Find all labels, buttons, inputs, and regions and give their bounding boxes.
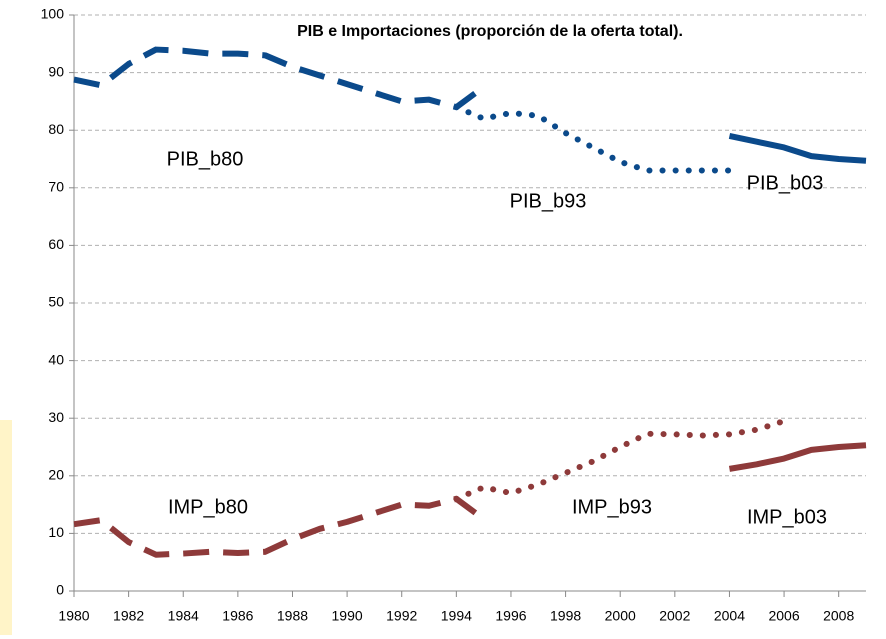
series-label: PIB_b80 [167, 148, 244, 170]
y-tick-label: 60 [48, 236, 64, 252]
series-label: IMP_b93 [572, 496, 652, 518]
y-tick-label: 80 [48, 121, 64, 137]
y-tick-label: 90 [48, 63, 64, 79]
y-tick-label: 30 [48, 409, 64, 425]
y-tick-label: 100 [41, 6, 65, 22]
series-line [453, 418, 788, 502]
side-strip [0, 420, 12, 635]
x-tick-label: 1990 [332, 608, 363, 624]
x-tick-label: 1996 [495, 608, 526, 624]
y-tick-label: 0 [56, 582, 64, 598]
x-tick-label: 1980 [58, 608, 89, 624]
x-tick-label: 2000 [605, 608, 636, 624]
series-label: IMP_b03 [747, 506, 827, 528]
x-tick-label: 1998 [550, 608, 581, 624]
x-tick-label: 2008 [823, 608, 854, 624]
y-tick-label: 40 [48, 351, 64, 367]
series-line [453, 104, 733, 174]
series-line [73, 46, 486, 111]
x-tick-label: 2002 [659, 608, 690, 624]
y-tick-label: 10 [48, 524, 64, 540]
y-tick-label: 70 [48, 179, 64, 195]
x-tick-label: 1988 [277, 608, 308, 624]
x-tick-label: 1982 [113, 608, 144, 624]
series-line [728, 442, 867, 472]
x-tick-label: 1992 [386, 608, 417, 624]
series-label: PIB_b93 [510, 190, 587, 212]
x-tick-label: 1984 [168, 608, 199, 624]
series-label: IMP_b80 [168, 496, 248, 518]
x-tick-label: 2004 [714, 608, 745, 624]
x-tick-label: 1994 [441, 608, 472, 624]
y-tick-label: 20 [48, 467, 64, 483]
series-label: PIB_b03 [747, 172, 824, 194]
x-tick-label: 2006 [768, 608, 799, 624]
series-line [728, 133, 867, 164]
x-tick-label: 1986 [222, 608, 253, 624]
chart-title: PIB e Importaciones (proporción de la of… [297, 23, 683, 40]
y-tick-label: 50 [48, 294, 64, 310]
series-line [73, 495, 486, 558]
